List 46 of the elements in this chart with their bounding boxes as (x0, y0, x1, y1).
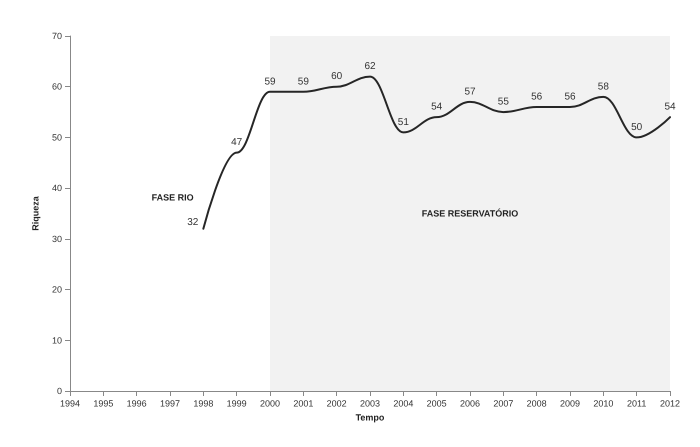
x-tick-label: 2012 (660, 398, 680, 408)
data-label: 50 (631, 122, 643, 133)
band-label: FASE RESERVATÓRIO (422, 208, 518, 218)
data-label: 54 (431, 102, 443, 113)
data-label: 54 (664, 102, 676, 113)
x-tick-label: 2003 (360, 398, 380, 408)
data-label: 58 (598, 81, 610, 92)
x-tick-label: 2002 (326, 398, 347, 408)
x-tick-label: 2004 (393, 398, 414, 408)
annotation: FASE RIO (152, 192, 194, 202)
y-tick-label: 30 (52, 234, 62, 244)
data-label: 56 (531, 92, 543, 102)
x-tick-label: 2008 (526, 398, 547, 408)
x-tick-label: 1998 (193, 398, 214, 408)
x-tick-label: 2011 (626, 398, 646, 408)
data-label: 51 (398, 116, 410, 128)
y-tick-label: 60 (52, 82, 62, 92)
y-tick-label: 40 (52, 183, 62, 194)
x-tick-label: 1997 (160, 398, 180, 408)
x-tick-label: 2010 (593, 398, 614, 408)
data-label: 59 (264, 76, 276, 88)
x-tick-label: 2009 (560, 398, 580, 408)
y-tick-label: 10 (52, 335, 62, 346)
x-tick-label: 1995 (93, 398, 114, 408)
x-tick-label: 2000 (260, 398, 280, 408)
x-tick-label: 2001 (293, 398, 314, 408)
data-label: 59 (298, 76, 310, 88)
y-tick-label: 50 (52, 132, 62, 142)
y-tick-label: 0 (56, 386, 62, 396)
x-tick-label: 2005 (426, 398, 447, 408)
y-tick-label: 70 (52, 31, 62, 41)
x-tick-label: 2006 (460, 398, 480, 408)
x-tick-label: 1996 (126, 398, 147, 408)
data-label: 47 (231, 137, 243, 148)
x-tick-label: 1999 (226, 398, 247, 408)
data-label: 60 (331, 71, 343, 82)
x-tick-label: 1994 (60, 398, 80, 408)
x-axis-title: Tempo (356, 412, 385, 422)
data-label: 56 (564, 92, 576, 102)
y-tick-label: 20 (52, 284, 62, 295)
data-label: 62 (364, 61, 376, 72)
data-label: 55 (498, 96, 510, 108)
data-label: 32 (187, 217, 199, 228)
x-tick-label: 2007 (493, 398, 514, 408)
data-label: 57 (464, 86, 476, 98)
y-axis-title: Riqueza (30, 195, 40, 231)
